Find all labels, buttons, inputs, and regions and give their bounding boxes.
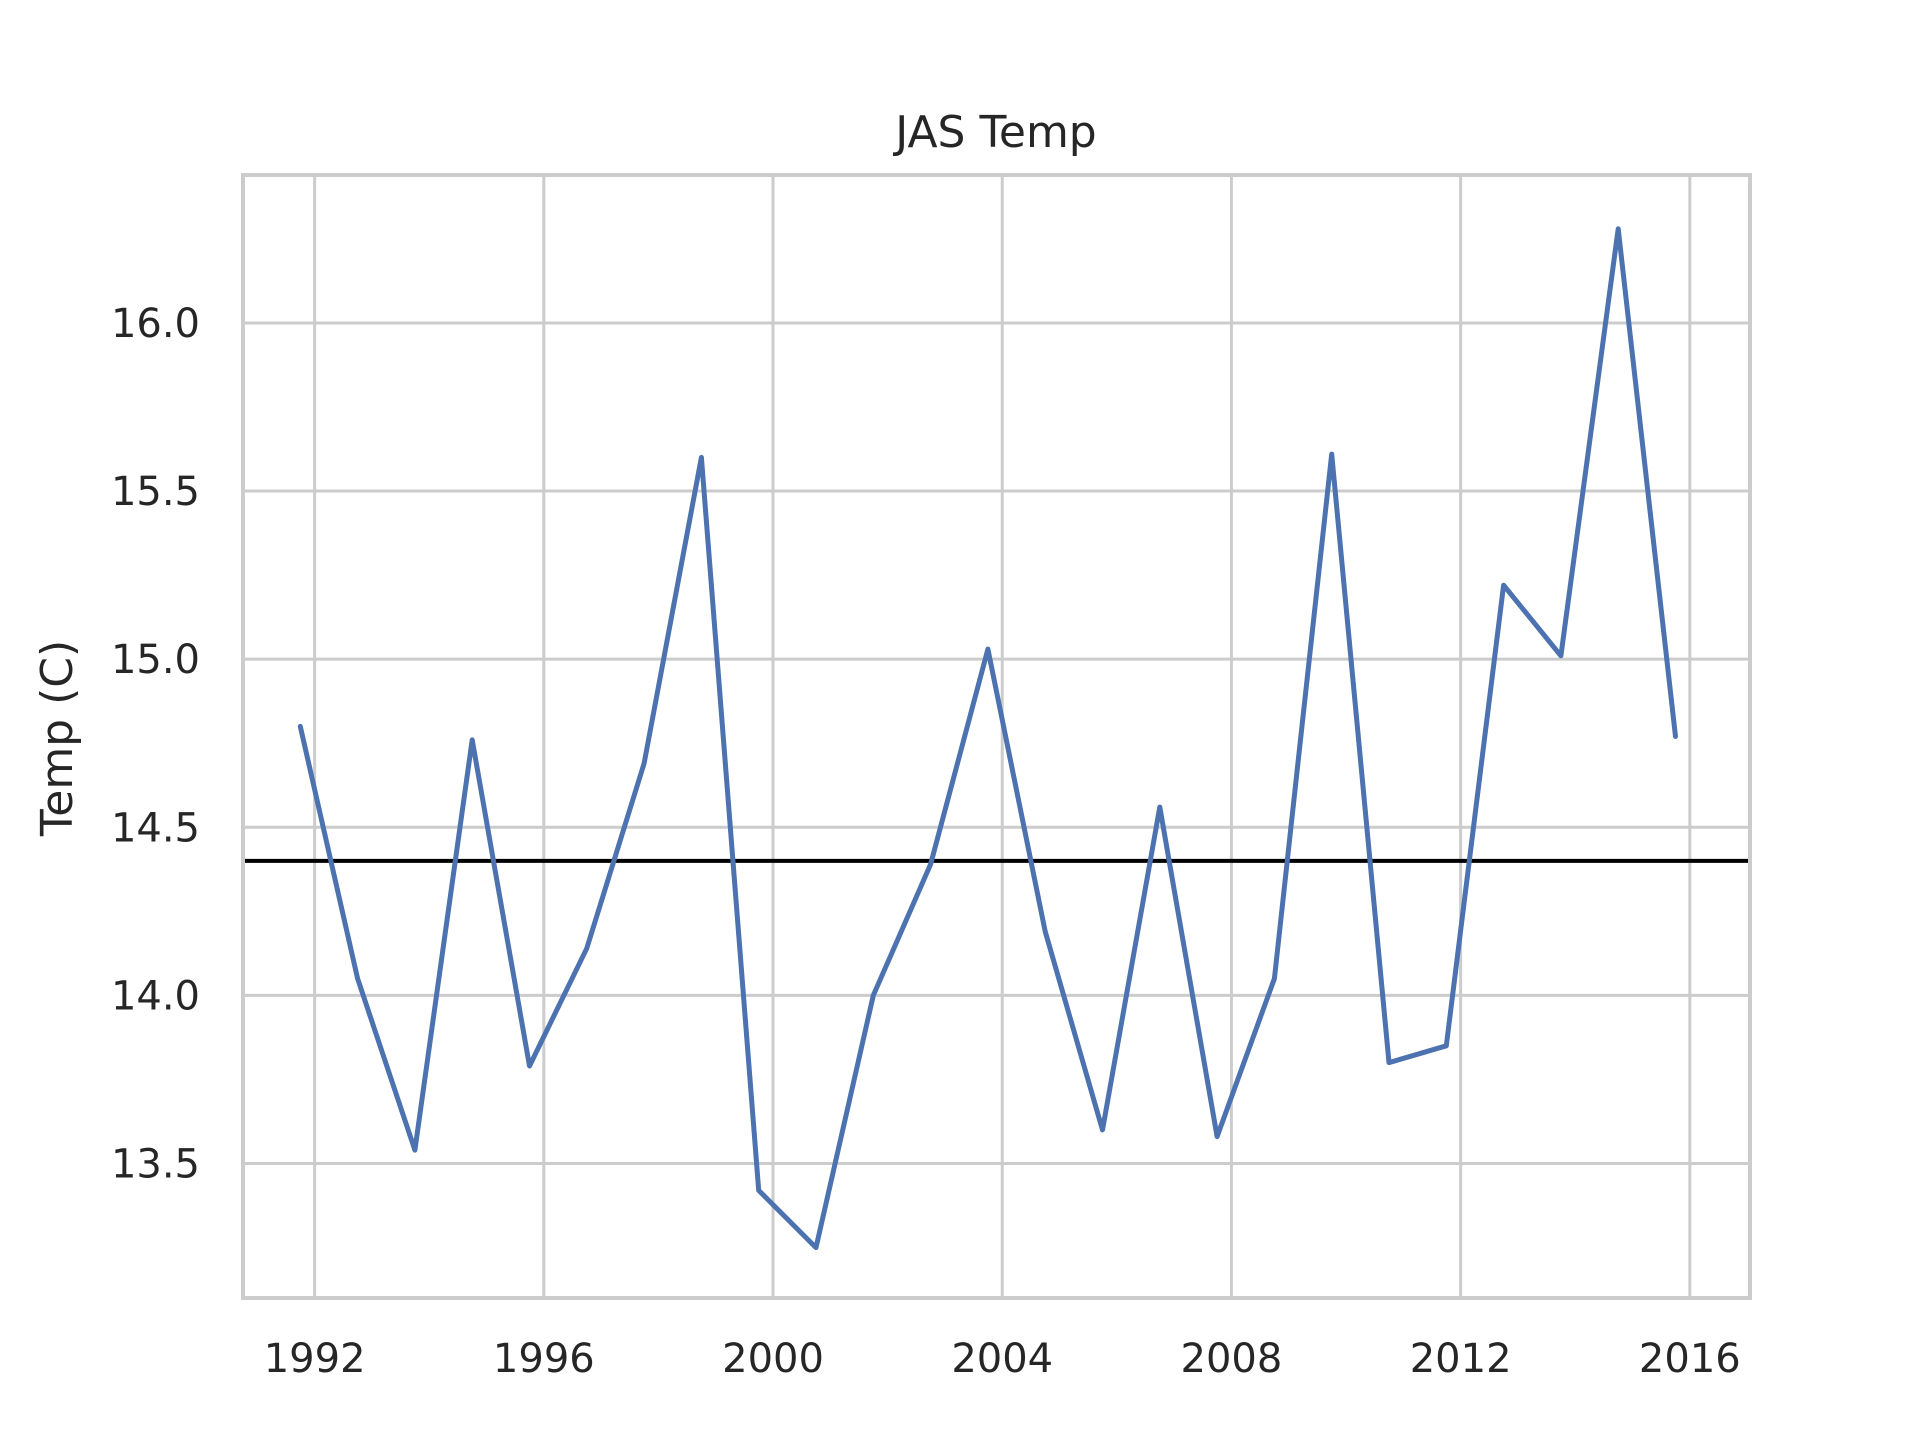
x-tick-label: 1992 [264, 1336, 366, 1382]
chart-title: JAS Temp [892, 107, 1096, 158]
x-tick-label: 2004 [951, 1336, 1053, 1382]
y-tick-label: 16.0 [111, 301, 200, 347]
y-tick-label: 14.0 [111, 973, 200, 1019]
series-layer [297, 226, 1678, 1251]
x-tick-label: 2016 [1639, 1336, 1741, 1382]
series-line [297, 226, 1678, 1251]
y-tick-label: 15.5 [111, 469, 200, 515]
y-tick-label: 15.0 [111, 637, 200, 683]
y-tick-label: 14.5 [111, 805, 200, 851]
grid [243, 175, 1750, 1298]
x-axis-ticks: 1992 1996 2000 2004 2008 2012 2016 [264, 1336, 1741, 1382]
x-tick-label: 2000 [722, 1336, 824, 1382]
y-tick-label: 13.5 [111, 1142, 200, 1188]
x-tick-label: 2012 [1410, 1336, 1512, 1382]
y-axis-ticks: 13.5 14.0 14.5 15.0 15.5 16.0 [111, 301, 200, 1188]
y-axis-label: Temp (C) [32, 640, 83, 837]
x-tick-label: 2008 [1181, 1336, 1283, 1382]
plot-frame [241, 173, 1752, 1300]
x-tick-label: 1996 [493, 1336, 595, 1382]
